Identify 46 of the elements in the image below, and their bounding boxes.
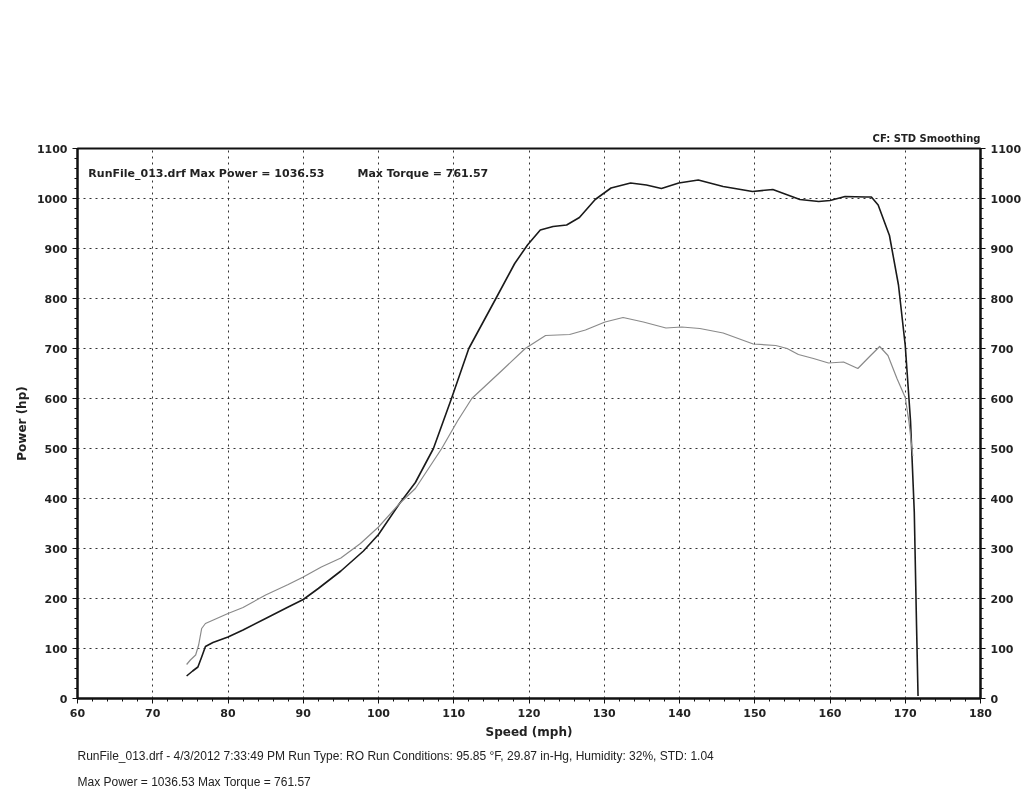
y2-tick-label: 200 <box>990 592 1014 606</box>
y-tick-label: 500 <box>44 442 68 456</box>
x-tick-label: 150 <box>743 706 767 720</box>
x-tick-label: 130 <box>592 706 617 720</box>
y-axis-title: Power (hp) <box>14 386 29 461</box>
y2-tick-label: 700 <box>990 342 1014 356</box>
x-tick-label: 160 <box>818 706 842 720</box>
y2-tick-label: 500 <box>990 442 1014 456</box>
y2-tick-label: 600 <box>990 392 1014 406</box>
y-tick-label: 100 <box>44 642 68 656</box>
line-series <box>185 179 919 697</box>
x-axis-title: Speed (mph) <box>485 724 573 739</box>
y-tick-label: 400 <box>44 492 68 506</box>
y-tick-label: 1000 <box>36 192 68 206</box>
x-tick-label: 70 <box>145 706 161 720</box>
annotation: Max Torque = 761.57 <box>357 166 489 180</box>
x-tick-label: 170 <box>893 706 918 720</box>
x-tick-label: 90 <box>295 706 312 720</box>
y-tick-label: 1100 <box>36 142 68 156</box>
text: CF: STD Smoothing <box>872 132 981 144</box>
y2-tick-label: 0 <box>990 692 999 706</box>
y-tick-label: 200 <box>44 592 68 606</box>
x-tick-label: 110 <box>442 706 466 720</box>
y2-tick-label: 900 <box>990 242 1014 256</box>
y-tick-label: 300 <box>44 542 68 556</box>
annotation: RunFile_013.drf Max Power = 1036.53 <box>88 166 325 180</box>
y-tick-label: 800 <box>44 292 68 306</box>
line-series <box>186 316 914 666</box>
x-tick-label: 60 <box>69 706 86 720</box>
text: RunFile_013.drf - 4/3/2012 7:33:49 PM Run Type: RO Run Conditions: 95.85 °F, 29.87 in-Hg, Humidity: 32%, STD: 1.04 <box>77 748 715 763</box>
x-tick-label: 100 <box>367 706 391 720</box>
y2-tick-label: 100 <box>990 642 1014 656</box>
y2-tick-label: 800 <box>990 292 1014 306</box>
y-tick-label: 700 <box>44 342 68 356</box>
x-tick-label: 140 <box>668 706 692 720</box>
y2-tick-label: 1100 <box>990 142 1022 156</box>
y-tick-label: 0 <box>59 692 68 706</box>
x-tick-label: 120 <box>517 706 541 720</box>
x-tick-label: 80 <box>220 706 236 720</box>
text: Max Power = 1036.53 Max Torque = 761.57 <box>77 774 312 789</box>
y2-tick-label: 300 <box>990 542 1014 556</box>
y-tick-label: 900 <box>44 242 68 256</box>
x-tick-label: 180 <box>969 706 993 720</box>
y2-tick-label: 1000 <box>990 192 1022 206</box>
y2-tick-label: 400 <box>990 492 1014 506</box>
y-tick-label: 600 <box>44 392 68 406</box>
